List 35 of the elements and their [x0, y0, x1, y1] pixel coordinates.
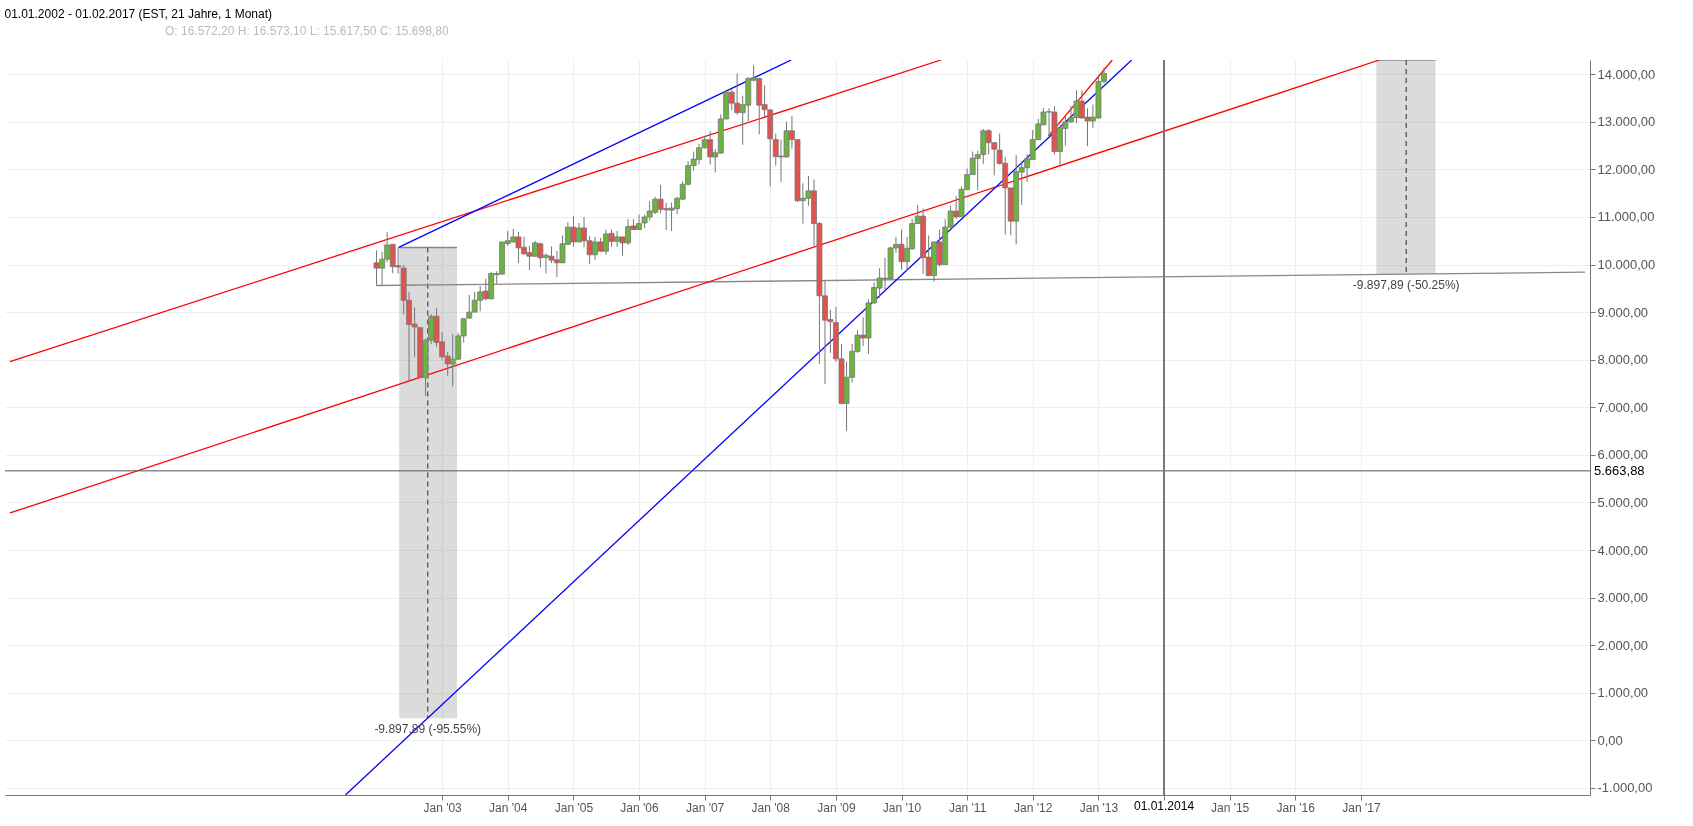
x-tick-label: Jan '08: [751, 800, 791, 815]
annotation: -9.897,89 (-50.25%): [1352, 278, 1460, 293]
x-tick-label: Jan '15: [1210, 800, 1250, 815]
x-tick-label: Jan '06: [620, 800, 660, 815]
x-tick-label: Jan '09: [817, 800, 856, 815]
ref-line-label: 01.01.2014: [1134, 799, 1195, 813]
text: O: 16.572,20 H: 16.573,10 L: 15.617,50 C: 15.698,80: [165, 24, 449, 38]
y-tick-label: -1.000,00: [1597, 780, 1653, 796]
y-tick-label: 3.000,00: [1597, 590, 1649, 606]
y-tick-label: 5.000,00: [1597, 494, 1649, 510]
y-tick-label: 10.000,00: [1597, 257, 1656, 273]
y-tick-label: 7.000,00: [1597, 399, 1649, 415]
ref-line-label: 5.663,88: [1594, 462, 1645, 478]
y-tick-label: 8.000,00: [1597, 352, 1649, 368]
chart-title: 01.01.2002 - 01.02.2017 (EST, 21 Jahre, 1 Monat): [4, 7, 273, 21]
y-tick-label: 14.000,00: [1597, 66, 1656, 82]
x-tick-label: Jan '13: [1079, 800, 1119, 815]
x-tick-label: Jan '17: [1342, 800, 1381, 815]
y-tick-label: 13.000,00: [1597, 114, 1656, 130]
x-tick-label: Jan '03: [423, 800, 463, 815]
y-tick-label: 4.000,00: [1597, 542, 1649, 558]
x-tick-label: Jan '10: [882, 800, 922, 815]
y-tick-label: 2.000,00: [1597, 637, 1649, 653]
y-tick-label: 6.000,00: [1597, 447, 1649, 463]
x-tick-label: Jan '04: [489, 800, 528, 815]
y-tick-label: 0,00: [1597, 732, 1623, 748]
x-tick-label: Jan '11: [948, 800, 987, 815]
x-tick-label: Jan '12: [1014, 800, 1053, 815]
y-tick-label: 11.000,00: [1597, 209, 1655, 225]
y-tick-label: 1.000,00: [1597, 685, 1649, 701]
x-tick-label: Jan '05: [554, 800, 594, 815]
y-tick-label: 9.000,00: [1597, 304, 1649, 320]
x-tick-label: Jan '16: [1276, 800, 1316, 815]
y-tick-label: 12.000,00: [1597, 161, 1656, 177]
x-tick-label: Jan '07: [685, 800, 725, 815]
